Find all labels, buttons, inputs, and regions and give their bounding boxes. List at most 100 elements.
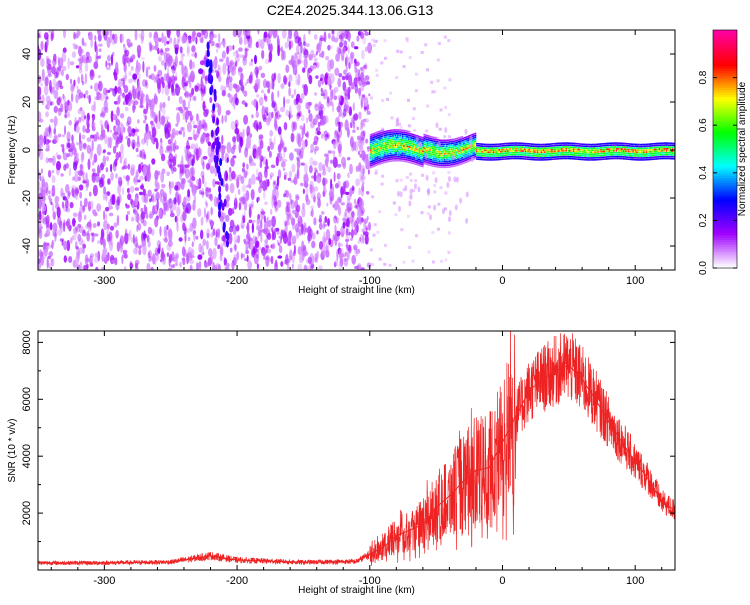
heatmap-cell bbox=[127, 178, 130, 186]
heatmap-cell bbox=[398, 150, 400, 152]
heatmap-cell bbox=[559, 148, 562, 150]
heatmap-cell bbox=[471, 134, 473, 136]
heatmap-cell bbox=[388, 141, 391, 143]
heatmap-cell bbox=[244, 48, 249, 52]
heatmap-cell bbox=[87, 32, 91, 36]
heatmap-cell bbox=[418, 137, 421, 140]
heatmap-cell bbox=[102, 87, 108, 96]
heatmap-cell bbox=[436, 152, 439, 155]
heatmap-cell bbox=[81, 37, 85, 46]
heatmap-cell bbox=[517, 146, 520, 148]
heatmap-cell bbox=[421, 150, 423, 152]
heatmap-cell bbox=[327, 44, 331, 51]
heatmap-cell bbox=[525, 154, 527, 156]
heatmap-cell bbox=[379, 153, 381, 156]
heatmap-cell bbox=[138, 245, 142, 249]
heatmap-cell bbox=[314, 167, 317, 172]
heatmap-cell bbox=[414, 140, 416, 142]
heatmap-cell bbox=[42, 217, 48, 225]
heatmap-cell bbox=[82, 205, 85, 212]
heatmap-cell bbox=[472, 147, 474, 149]
heatmap-cell bbox=[393, 138, 396, 141]
heatmap-cell bbox=[60, 173, 64, 177]
heatmap-cell bbox=[429, 156, 431, 159]
heatmap-cell bbox=[443, 156, 446, 159]
heatmap-cell bbox=[79, 92, 84, 99]
heatmap-cell bbox=[167, 228, 173, 238]
heatmap-cell bbox=[138, 73, 141, 80]
heatmap-cell bbox=[422, 142, 424, 145]
heatmap-cell bbox=[45, 56, 49, 61]
heatmap-cell bbox=[94, 252, 99, 257]
heatmap-cell bbox=[451, 144, 453, 147]
heatmap-cell bbox=[535, 143, 538, 146]
heatmap-cell bbox=[382, 137, 385, 139]
heatmap-cell bbox=[445, 153, 447, 155]
heatmap-cell bbox=[526, 142, 528, 145]
heatmap-cell bbox=[136, 62, 141, 72]
heatmap-cell bbox=[482, 155, 484, 157]
heatmap-cell bbox=[53, 105, 58, 113]
heatmap-cell bbox=[116, 106, 120, 117]
heatmap-cell bbox=[535, 147, 538, 150]
heatmap-cell bbox=[173, 197, 177, 205]
heatmap-cell bbox=[557, 146, 559, 149]
heatmap-cell bbox=[460, 161, 462, 163]
heatmap-cell bbox=[378, 210, 382, 214]
heatmap-cell bbox=[468, 136, 471, 139]
heatmap-cell bbox=[393, 154, 396, 156]
heatmap-cell bbox=[486, 151, 489, 153]
heatmap-cell bbox=[415, 159, 417, 162]
heatmap-cell bbox=[368, 44, 371, 50]
heatmap-cell bbox=[409, 134, 411, 137]
heatmap-cell bbox=[303, 84, 309, 96]
heatmap-cell bbox=[412, 149, 415, 151]
heatmap-cell bbox=[376, 163, 379, 166]
heatmap-cell bbox=[104, 206, 110, 212]
heatmap-cell bbox=[91, 139, 94, 152]
heatmap-cell bbox=[79, 164, 84, 174]
heatmap-cell bbox=[130, 66, 134, 71]
heatmap-cell bbox=[425, 129, 429, 133]
heatmap-cell bbox=[517, 155, 520, 158]
heatmap-cell bbox=[383, 39, 387, 43]
heatmap-cell bbox=[414, 72, 418, 76]
heatmap-cell bbox=[218, 185, 222, 194]
heatmap-cell bbox=[422, 160, 424, 162]
heatmap-cell bbox=[419, 149, 422, 152]
heatmap-cell bbox=[251, 100, 255, 106]
heatmap-cell bbox=[569, 146, 571, 148]
heatmap-cell bbox=[511, 150, 514, 152]
heatmap-cell bbox=[373, 157, 375, 160]
heatmap-cell bbox=[509, 150, 511, 152]
heatmap-cell bbox=[376, 156, 379, 158]
heatmap-cell bbox=[525, 144, 527, 147]
heatmap-cell bbox=[69, 78, 73, 85]
heatmap-cell bbox=[451, 158, 453, 160]
heatmap-cell bbox=[163, 191, 167, 199]
heatmap-cell bbox=[159, 145, 164, 156]
heatmap-cell bbox=[93, 100, 96, 112]
heatmap-cell bbox=[519, 148, 521, 150]
heatmap-cell bbox=[478, 147, 480, 149]
heatmap-cell bbox=[148, 163, 151, 171]
heatmap-cell bbox=[428, 137, 430, 139]
heatmap-cell bbox=[406, 153, 409, 155]
heatmap-cell bbox=[137, 222, 142, 231]
heatmap-cell bbox=[576, 158, 578, 160]
heatmap-cell bbox=[69, 147, 74, 158]
heatmap-cell bbox=[82, 246, 85, 254]
heatmap-cell bbox=[492, 147, 495, 150]
heatmap-cell bbox=[420, 211, 424, 215]
heatmap-cell bbox=[402, 260, 406, 264]
heatmap-cell bbox=[569, 153, 571, 156]
heatmap-cell bbox=[177, 106, 183, 112]
heatmap-cell bbox=[279, 47, 283, 52]
heatmap-cell bbox=[502, 156, 504, 159]
heatmap-cell bbox=[553, 158, 556, 160]
heatmap-cell bbox=[533, 149, 535, 151]
heatmap-cell bbox=[513, 157, 515, 160]
heatmap-cell bbox=[400, 158, 403, 160]
heatmap-cell bbox=[452, 142, 454, 145]
heatmap-cell bbox=[527, 156, 529, 159]
